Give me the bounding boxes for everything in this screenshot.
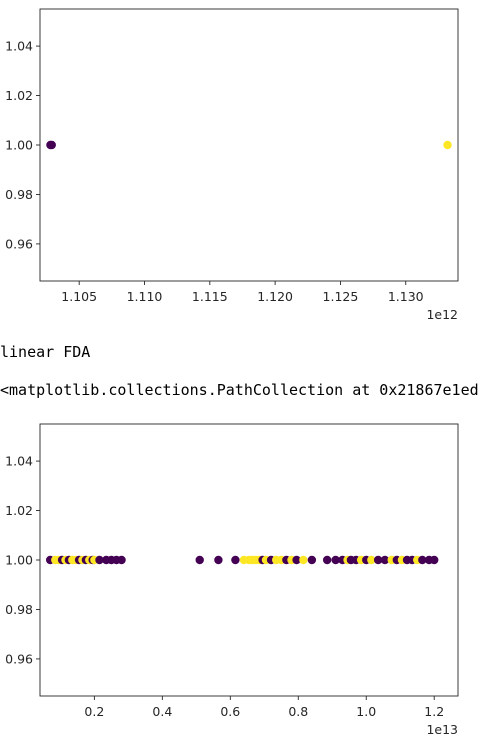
x-tick-label: 1.120	[257, 289, 293, 304]
data-point	[231, 555, 240, 565]
x-tick-label: 1.110	[127, 289, 163, 304]
data-point	[373, 555, 383, 565]
data-point	[418, 555, 427, 565]
data-point	[195, 555, 204, 565]
data-point	[367, 555, 376, 565]
y-tick-label: 0.96	[5, 236, 33, 251]
x-tick-label: 1.0	[356, 704, 376, 719]
data-point	[322, 555, 332, 565]
x-tick-label: 0.2	[84, 704, 104, 719]
y-tick-label: 1.04	[5, 454, 33, 469]
output-repr-line: <matplotlib.collections.PathCollection a…	[0, 381, 479, 399]
y-tick-label: 1.00	[5, 553, 33, 568]
y-tick-label: 1.00	[5, 138, 33, 153]
x-offset-label: 1e13	[426, 722, 458, 737]
output-label-line: linear FDA	[0, 343, 91, 361]
plot-frame	[39, 8, 459, 282]
data-point	[117, 555, 126, 565]
x-tick-label: 1.130	[388, 289, 424, 304]
x-tick-label: 1.115	[192, 289, 228, 304]
x-tick-label: 1.105	[61, 289, 97, 304]
scatter-plot-1: 0.96 0.98 1.00 1.02 1.04 1.105 1.110 1.115 1.120…	[0, 0, 503, 330]
x-tick-label: 0.6	[220, 704, 240, 719]
x-tick-label: 0.8	[288, 704, 308, 719]
x-tick-label: 0.4	[152, 704, 172, 719]
data-point	[299, 555, 308, 565]
scatter-plot-2: 0.96 0.98 1.00 1.02 1.04 0.2 0.4 0.6 0.8 1.0 1.2 1e…	[0, 415, 503, 750]
data-point	[47, 140, 56, 150]
y-tick-label: 0.98	[5, 602, 33, 617]
x-tick-label: 1.2	[424, 704, 444, 719]
data-point	[95, 555, 104, 565]
y-tick-label: 1.04	[5, 39, 33, 54]
y-tick-label: 1.02	[5, 503, 33, 518]
y-tick-label: 0.98	[5, 187, 33, 202]
y-tick-label: 0.96	[5, 651, 33, 666]
data-point	[307, 555, 317, 565]
data-point	[292, 555, 301, 565]
x-offset-label: 1e12	[426, 307, 458, 322]
data-point	[443, 140, 452, 150]
data-point	[214, 555, 223, 565]
chart-svg: 0.96 0.98 1.00 1.02 1.04 1.105 1.110 1.115 1.120…	[5, 8, 459, 322]
y-tick-label: 1.02	[5, 88, 33, 103]
x-tick-label: 1.125	[323, 289, 359, 304]
data-point	[430, 555, 439, 565]
data-point	[380, 555, 390, 565]
chart-svg: 0.96 0.98 1.00 1.02 1.04 0.2 0.4 0.6 0.8 1.0 1.2 1e…	[5, 423, 459, 737]
data-point	[331, 555, 340, 565]
